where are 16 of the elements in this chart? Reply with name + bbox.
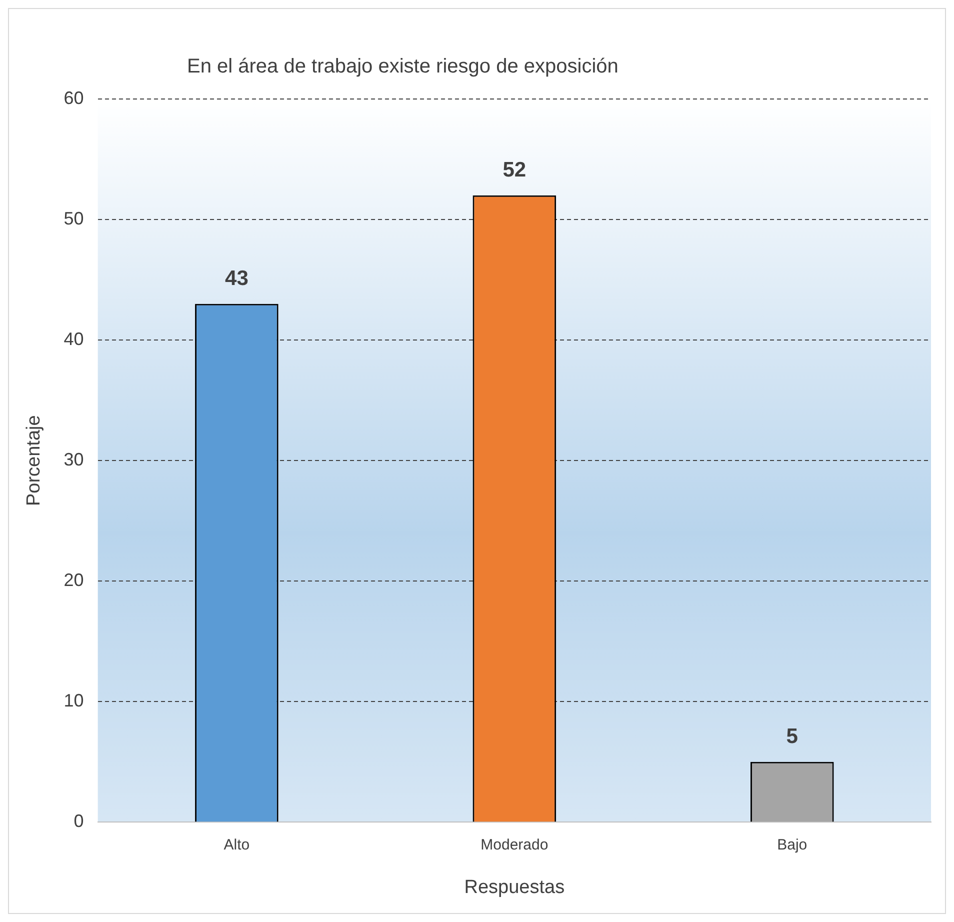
chart-title: En el área de trabajo existe riesgo de exposición: [187, 56, 618, 78]
x-tick-label: Bajo: [777, 836, 808, 854]
data-label: 52: [502, 158, 526, 182]
y-tick-label: 30: [64, 450, 84, 470]
y-tick-label: 50: [64, 208, 84, 228]
y-tick-label: 0: [74, 811, 84, 832]
y-tick-label: 60: [64, 88, 84, 108]
y-tick-label: 40: [64, 329, 84, 350]
y-tick-label: 10: [64, 690, 84, 711]
x-tick-label: Moderado: [480, 836, 548, 854]
x-tick-label: Alto: [224, 836, 250, 854]
y-tick-label: 20: [64, 570, 84, 590]
y-axis-title: Porcentaje: [24, 415, 45, 506]
x-axis-title: Respuestas: [464, 876, 565, 898]
data-label: 43: [225, 267, 248, 290]
data-label: 5: [786, 725, 798, 748]
